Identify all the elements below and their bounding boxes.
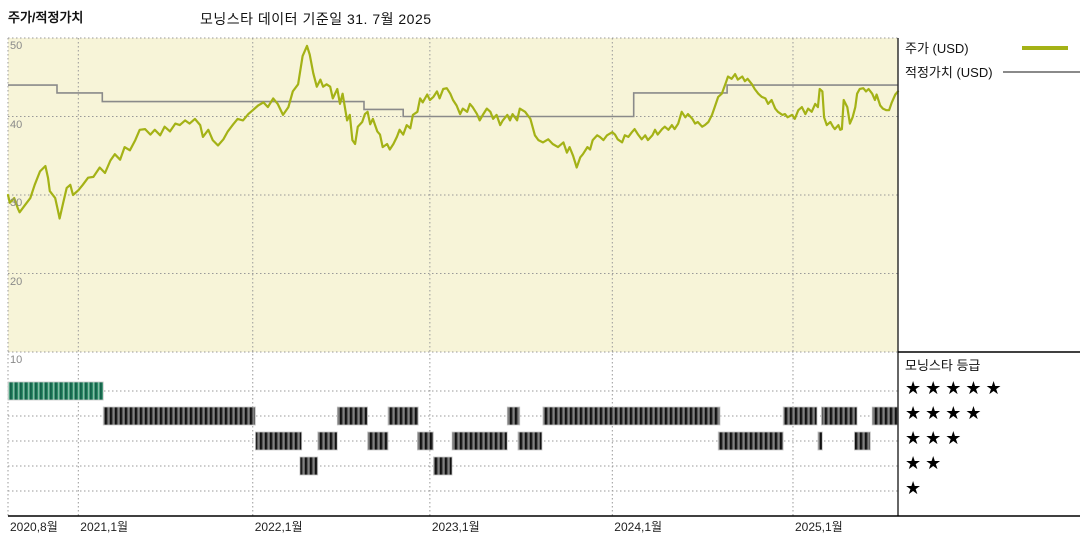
chart-title: 모닝스타 데이터 기준일 31. 7월 2025 (200, 11, 432, 27)
x-tick-label: 2023,1월 (431, 520, 480, 534)
star-row-3: ★★★ (905, 428, 966, 448)
x-tick-label: 2021,1월 (80, 520, 129, 534)
y-tick-label: 50 (10, 40, 23, 52)
x-tick-label: 2024,1월 (614, 520, 663, 534)
price-line-swatch (1022, 46, 1068, 50)
price-fairvalue-label: 주가/적정가치 (8, 10, 84, 25)
fair-line-swatch (1003, 71, 1080, 73)
star-row-5: ★★★★★ (905, 378, 1006, 398)
y-tick-label: 20 (10, 275, 23, 288)
star-row-4: ★★★★ (905, 403, 986, 423)
y-tick-label: 10 (10, 354, 23, 366)
legend-price-label: 주가 (USD) (905, 41, 969, 56)
x-tick-label: 2022,1월 (254, 520, 303, 534)
y-tick-label: 30 (10, 197, 23, 209)
rating-legend-title: 모닝스타 등급 (905, 358, 981, 373)
star-row-2: ★★ (905, 453, 946, 473)
y-tick-label: 40 (10, 118, 23, 131)
legend-fair-label: 적정가치 (USD) (905, 65, 993, 80)
x-tick-label: 2020,8월 (10, 520, 58, 534)
x-tick-label: 2025,1월 (794, 520, 843, 534)
star-row-1: ★ (905, 478, 926, 498)
